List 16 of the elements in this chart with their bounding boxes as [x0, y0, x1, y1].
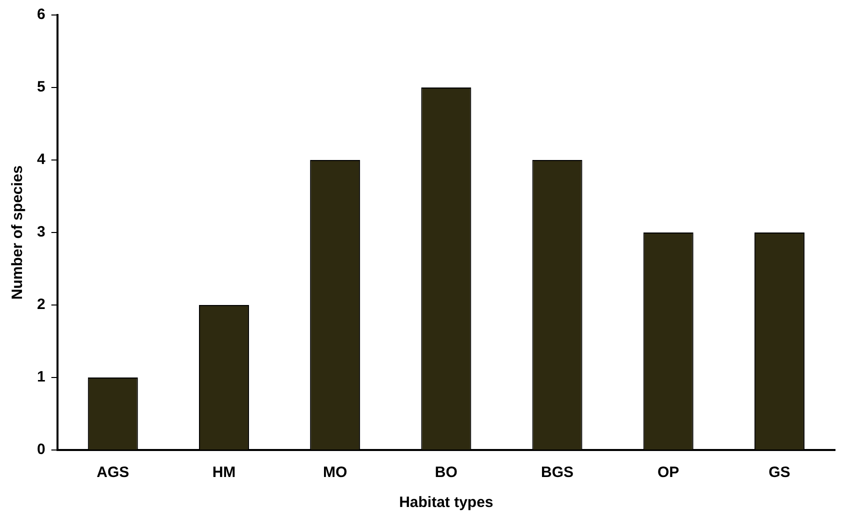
- y-tick-label: 3: [37, 224, 46, 241]
- x-tick-label: BGS: [541, 464, 574, 482]
- x-tick-label: BO: [434, 464, 458, 482]
- y-tick-label: 5: [37, 78, 46, 96]
- x-tick-label: AGS: [96, 464, 130, 482]
- x-tick-label: HM: [212, 464, 236, 482]
- y-tick-label: 6: [37, 6, 46, 24]
- y-tick-label: 4: [37, 151, 46, 168]
- x-axis-title: Habitat types: [399, 494, 494, 512]
- y-tick-label: 1: [37, 368, 46, 386]
- y-axis-title: Number of species: [9, 165, 26, 300]
- x-tick-label: MO: [322, 464, 348, 482]
- y-tick-label: 0: [37, 441, 46, 458]
- x-tick-label: OP: [658, 464, 680, 482]
- x-tick-label: GS: [768, 464, 790, 482]
- y-tick-label: 2: [37, 296, 46, 314]
